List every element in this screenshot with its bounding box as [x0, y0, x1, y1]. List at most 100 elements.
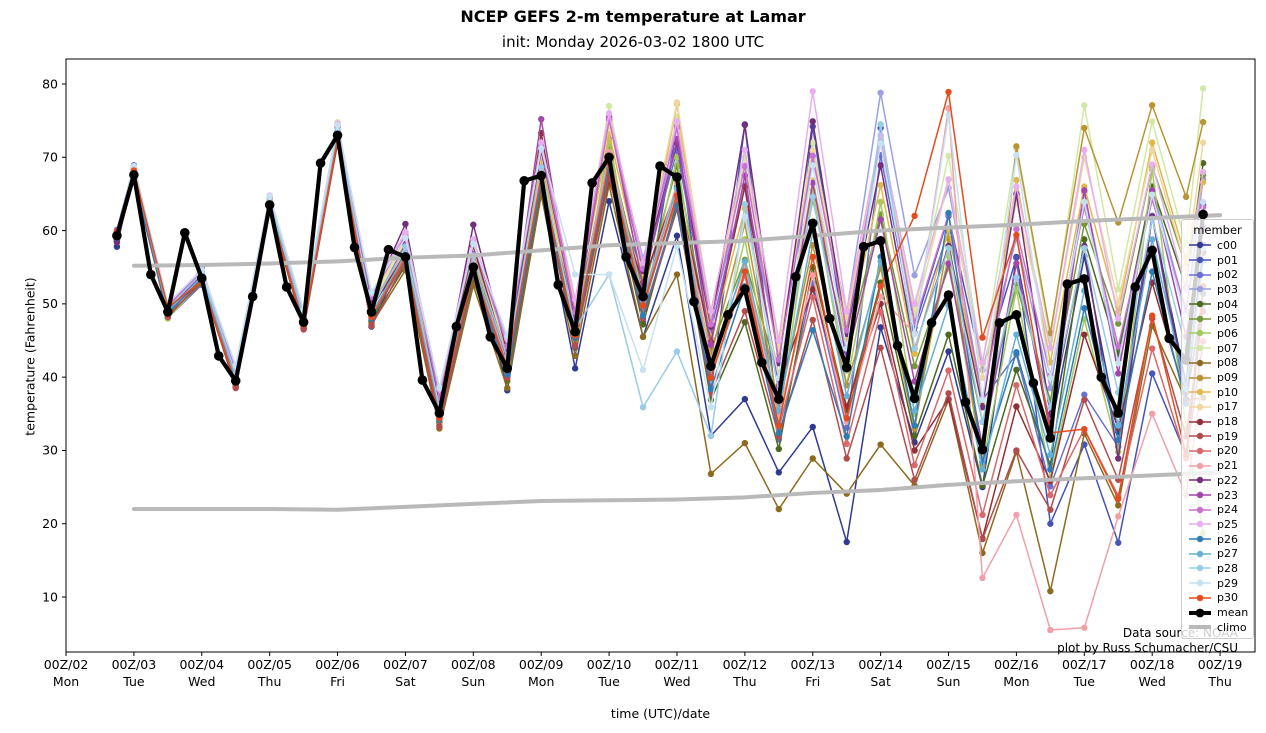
legend-label: p28	[1217, 561, 1238, 575]
legend-item-p22: p22	[1182, 473, 1253, 488]
legend-marker-icon	[1189, 330, 1211, 337]
legend-marker-icon	[1189, 550, 1211, 557]
legend-label: p19	[1217, 429, 1238, 443]
svg-text:00Z/15: 00Z/15	[926, 657, 971, 672]
legend-label: p03	[1217, 282, 1238, 296]
legend-marker-icon	[1189, 625, 1211, 630]
legend-label: p20	[1217, 444, 1238, 458]
legend-item-p27: p27	[1182, 546, 1253, 561]
svg-text:00Z/18: 00Z/18	[1130, 657, 1175, 672]
svg-text:00Z/09: 00Z/09	[519, 657, 564, 672]
legend-marker-icon	[1189, 242, 1211, 249]
svg-text:Fri: Fri	[330, 674, 345, 689]
legend-label: p25	[1217, 517, 1238, 531]
legend-marker-icon	[1189, 271, 1211, 278]
legend-marker-icon	[1189, 344, 1211, 352]
svg-text:Sat: Sat	[870, 674, 891, 689]
legend-item-p18: p18	[1182, 414, 1253, 429]
legend-item-p21: p21	[1182, 458, 1253, 473]
y-axis-label: temperature (Fahrenheit)	[22, 277, 38, 436]
svg-text:50: 50	[42, 296, 58, 311]
legend-item-c00: c00	[1182, 238, 1253, 253]
legend-label: p05	[1217, 312, 1238, 326]
legend-marker-icon	[1189, 389, 1211, 396]
svg-text:00Z/05: 00Z/05	[247, 657, 292, 672]
legend-label: mean	[1217, 606, 1249, 620]
legend-marker-icon	[1189, 433, 1211, 440]
legend-label: p18	[1217, 415, 1238, 429]
svg-text:00Z/19: 00Z/19	[1198, 657, 1243, 672]
legend-label: p09	[1217, 371, 1238, 385]
legend-item-p20: p20	[1182, 444, 1253, 459]
legend-label: p01	[1217, 253, 1238, 267]
legend-label: p07	[1217, 341, 1238, 355]
legend-item-p25: p25	[1182, 517, 1253, 532]
svg-text:Sun: Sun	[937, 674, 961, 689]
svg-text:00Z/06: 00Z/06	[315, 657, 360, 672]
legend-item-p06: p06	[1182, 326, 1253, 341]
svg-text:Tue: Tue	[597, 674, 620, 689]
legend-item-p26: p26	[1182, 532, 1253, 547]
legend-item-p03: p03	[1182, 282, 1253, 297]
svg-text:Mon: Mon	[528, 674, 554, 689]
legend-label: p30	[1217, 591, 1238, 605]
axes: 00Z/02 Mon 00Z/03 Tue 00Z/04 Wed 00Z/05 Thu 00Z/…	[42, 58, 1256, 689]
legend-item-mean: mean	[1182, 605, 1253, 620]
svg-text:20: 20	[42, 516, 58, 531]
svg-text:Thu: Thu	[1207, 674, 1231, 689]
svg-text:Sat: Sat	[395, 674, 416, 689]
legend-item-p08: p08	[1182, 356, 1253, 371]
legend-item-p02: p02	[1182, 267, 1253, 282]
legend-item-p05: p05	[1182, 311, 1253, 326]
legend-label: p08	[1217, 356, 1238, 370]
legend-item-p04: p04	[1182, 297, 1253, 312]
legend-label: p26	[1217, 532, 1238, 546]
legend-item-p07: p07	[1182, 341, 1253, 356]
legend-marker-icon	[1189, 300, 1211, 308]
legend-marker-icon	[1189, 315, 1211, 322]
legend-label: p17	[1217, 400, 1238, 414]
svg-text:Wed: Wed	[663, 674, 690, 689]
legend-marker-icon	[1189, 359, 1211, 367]
svg-text:00Z/12: 00Z/12	[723, 657, 768, 672]
svg-text:Wed: Wed	[1139, 674, 1166, 689]
legend: member c00 p01 p02 p03 p04 p05 p06 p07 p08 p09 p10…	[1181, 219, 1254, 639]
svg-text:00Z/04: 00Z/04	[179, 657, 224, 672]
legend-label: p21	[1217, 459, 1238, 473]
legend-item-p29: p29	[1182, 576, 1253, 591]
legend-marker-icon	[1189, 418, 1211, 425]
legend-label: p29	[1217, 576, 1238, 590]
legend-marker-icon	[1189, 477, 1211, 484]
legend-marker-icon	[1189, 535, 1211, 543]
svg-text:Tue: Tue	[1073, 674, 1096, 689]
svg-text:30: 30	[42, 443, 58, 458]
legend-label: p06	[1217, 326, 1238, 340]
svg-text:00Z/07: 00Z/07	[383, 657, 428, 672]
legend-marker-icon	[1189, 286, 1211, 293]
legend-item-climo: climo	[1182, 620, 1253, 635]
legend-item-p01: p01	[1182, 253, 1253, 268]
legend-label: p04	[1217, 297, 1238, 311]
legend-item-p24: p24	[1182, 502, 1253, 517]
legend-title: member	[1193, 223, 1242, 237]
legend-marker-icon	[1189, 462, 1211, 469]
legend-marker-icon	[1189, 447, 1211, 455]
svg-text:00Z/03: 00Z/03	[112, 657, 157, 672]
legend-marker-icon	[1189, 579, 1211, 587]
legend-label: climo	[1217, 620, 1247, 634]
legend-item-p30: p30	[1182, 591, 1253, 606]
svg-text:00Z/13: 00Z/13	[790, 657, 835, 672]
svg-text:Fri: Fri	[805, 674, 820, 689]
legend-label: p10	[1217, 385, 1238, 399]
svg-text:70: 70	[42, 150, 58, 165]
svg-text:Sun: Sun	[461, 674, 485, 689]
legend-marker-icon	[1189, 506, 1211, 513]
legend-marker-icon	[1189, 491, 1211, 499]
legend-marker-icon	[1189, 565, 1211, 572]
svg-text:Mon: Mon	[1003, 674, 1029, 689]
svg-text:00Z/16: 00Z/16	[994, 657, 1039, 672]
svg-text:10: 10	[42, 589, 58, 604]
legend-item-p10: p10	[1182, 385, 1253, 400]
